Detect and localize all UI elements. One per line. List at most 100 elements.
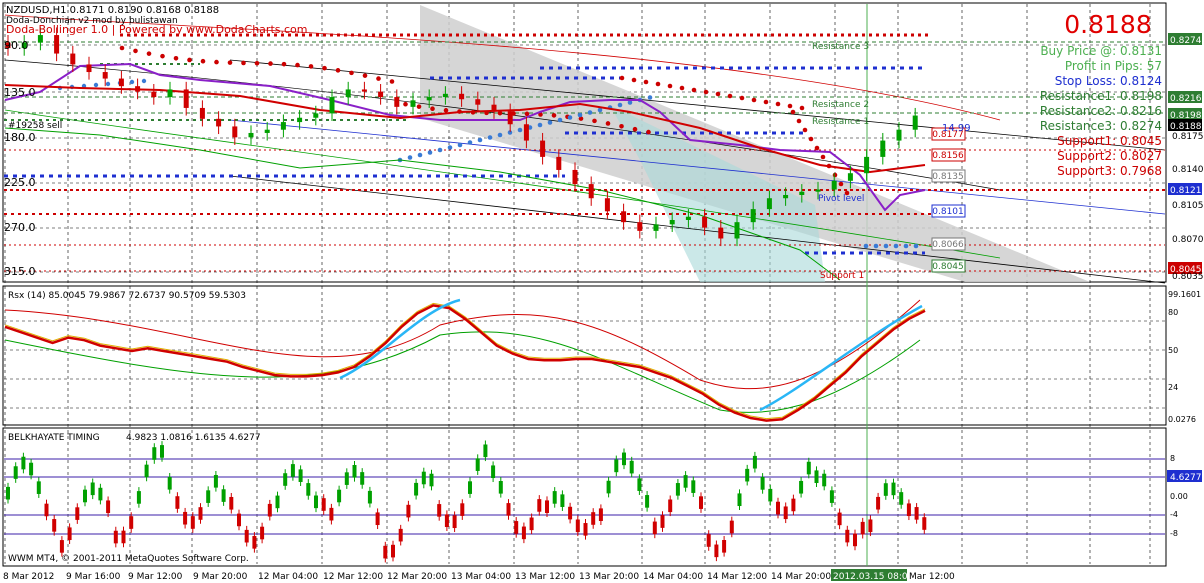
psar-dot: [416, 104, 422, 109]
candle-body: [410, 100, 416, 107]
left-scale-label: 135.0: [4, 86, 36, 99]
timing-bar: [360, 472, 365, 485]
timing-tick-label: -4: [1170, 510, 1178, 519]
x-tick-label: 14 Mar 20:00: [771, 572, 831, 582]
resistance3-value: Resistance3: 0.8274: [1040, 119, 1162, 133]
candle-body: [183, 89, 189, 108]
price-tag: 0.8188: [1170, 122, 1202, 132]
timing-title: BELKHAYATE TIMING: [8, 433, 100, 443]
psar-blue-dot: [547, 120, 553, 125]
timing-bar: [414, 482, 419, 496]
psar-dot: [832, 172, 838, 178]
psar-blue-dot: [477, 137, 483, 143]
price-tag-bg: [1168, 108, 1202, 120]
psar-dot: [799, 105, 805, 111]
timing-bar: [6, 486, 10, 500]
timing-bar: [760, 477, 765, 490]
timing-bar: [29, 462, 34, 476]
psar-dot: [838, 181, 844, 187]
candle-body: [588, 184, 594, 199]
psar-dot: [227, 60, 233, 65]
psar-dot: [322, 65, 327, 71]
timing-bar: [329, 507, 334, 521]
rsx-tick-label: 50: [1168, 346, 1178, 355]
candle-body: [653, 224, 659, 231]
psar-dot: [619, 123, 624, 129]
channel-value-box: [931, 204, 966, 218]
psar-blue-dot: [487, 135, 493, 140]
psar-blue-dot: [517, 127, 523, 133]
timing-bar: [860, 521, 865, 535]
x-axis: 8 Mar 2012 9 Mar 16:00 9 Mar 12:00 9 Mar 20…: [3, 569, 955, 582]
timing-bar: [190, 516, 195, 529]
timing-bar: [352, 465, 357, 478]
timing-bar: [90, 482, 95, 496]
candle-body: [394, 97, 400, 107]
psar-dot: [691, 87, 697, 93]
candle-body: [718, 227, 724, 239]
timing-value-tag: 4.6277: [1170, 473, 1202, 483]
rsx-rising-segment: [759, 304, 923, 412]
candle-body: [21, 42, 27, 49]
candle-body: [361, 89, 367, 92]
psar-dot: [655, 81, 661, 87]
timing-bar: [75, 507, 80, 520]
timing-bar: [722, 540, 727, 553]
timing-value-tag-bg: [1167, 470, 1202, 482]
psar-dot: [808, 136, 814, 142]
price-tag-bg: [1168, 33, 1202, 45]
left-scale-label: 225.0: [4, 176, 36, 189]
timing-bar: [237, 513, 241, 527]
timing-bar: [506, 503, 511, 516]
timing-bar: [298, 469, 303, 482]
psar-blue-dot: [467, 140, 473, 145]
timing-bar: [591, 512, 596, 525]
timing-bar: [121, 530, 126, 544]
timing-bar: [822, 473, 827, 487]
rsx-tick-label: 80: [1168, 308, 1178, 317]
candle-body: [378, 91, 384, 98]
price-tag: 0.8045: [1170, 265, 1202, 275]
timing-bar: [814, 470, 819, 484]
timing-bar: [183, 511, 188, 525]
rsx-main-line: [4, 304, 926, 422]
timing-bar: [645, 495, 650, 508]
timing-bar: [267, 503, 272, 517]
candle-body: [831, 180, 837, 190]
timing-bar: [614, 459, 619, 473]
psar-dot: [787, 103, 793, 109]
psar-dot: [739, 95, 745, 101]
timing-bar: [622, 452, 626, 466]
candle-body: [815, 189, 821, 192]
candle-body: [216, 118, 222, 127]
psar-blue-dot: [437, 147, 443, 153]
psar-dot: [775, 101, 781, 107]
timing-bar: [468, 481, 472, 494]
timing-bar: [891, 482, 896, 496]
timing-bar: [652, 521, 657, 535]
y-tick-label: 0.8175: [1172, 132, 1204, 142]
resistance2-value: Resistance2: 0.8216: [1040, 104, 1162, 118]
psar-dot: [119, 45, 125, 51]
y-tick-label: 0.8035: [1172, 272, 1204, 282]
psar-blue-dot: [497, 132, 503, 138]
candle-body: [118, 78, 124, 87]
psar-blue-dot: [93, 82, 99, 88]
psar-dot: [173, 55, 179, 61]
psar-blue-dot: [407, 155, 413, 160]
timing-bar: [699, 496, 703, 509]
candlesticks: [5, 27, 918, 247]
price-tag: 0.8274: [1170, 36, 1202, 46]
psar-dot: [160, 53, 165, 59]
timing-bar: [275, 495, 280, 509]
channel-value-text: 0.8045: [932, 262, 964, 272]
timing-bar: [229, 496, 234, 510]
price-tag-bg: [1168, 183, 1202, 195]
price-tag: 0.8198: [1170, 111, 1202, 121]
y-tick-label: 0.8140: [1172, 165, 1204, 175]
left-scale-label: 315.0: [4, 265, 36, 278]
timing-bar: [560, 494, 565, 507]
psar-dot: [187, 57, 192, 63]
x-tick-label: 9 Mar 16:00: [66, 572, 121, 582]
